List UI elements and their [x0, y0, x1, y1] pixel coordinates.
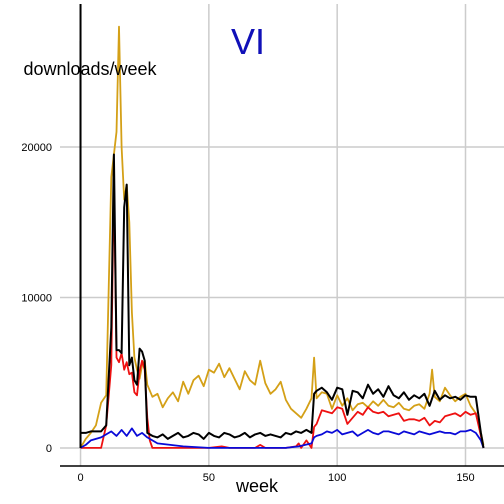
x-tick-label: 50 — [203, 472, 215, 484]
y-tick-label: 0 — [46, 443, 52, 455]
series-line-2 — [80, 427, 485, 449]
y-tick-label: 20000 — [21, 142, 52, 154]
series-line-3 — [79, 40, 485, 449]
y-tick-label: 10000 — [21, 292, 52, 304]
x-tick-label: 150 — [456, 472, 474, 484]
series-line-1 — [80, 176, 485, 449]
x-tick-label: 100 — [328, 472, 346, 484]
series-lines — [79, 25, 485, 449]
x-axis-label: week — [235, 476, 279, 496]
tick-labels: 0 50 100 150 0 10000 20000 — [21, 142, 474, 484]
series-line-0 — [79, 25, 485, 449]
y-axis-label: downloads/week — [23, 59, 157, 79]
x-tick-label: 0 — [77, 472, 83, 484]
chart-title: VI — [231, 21, 265, 62]
